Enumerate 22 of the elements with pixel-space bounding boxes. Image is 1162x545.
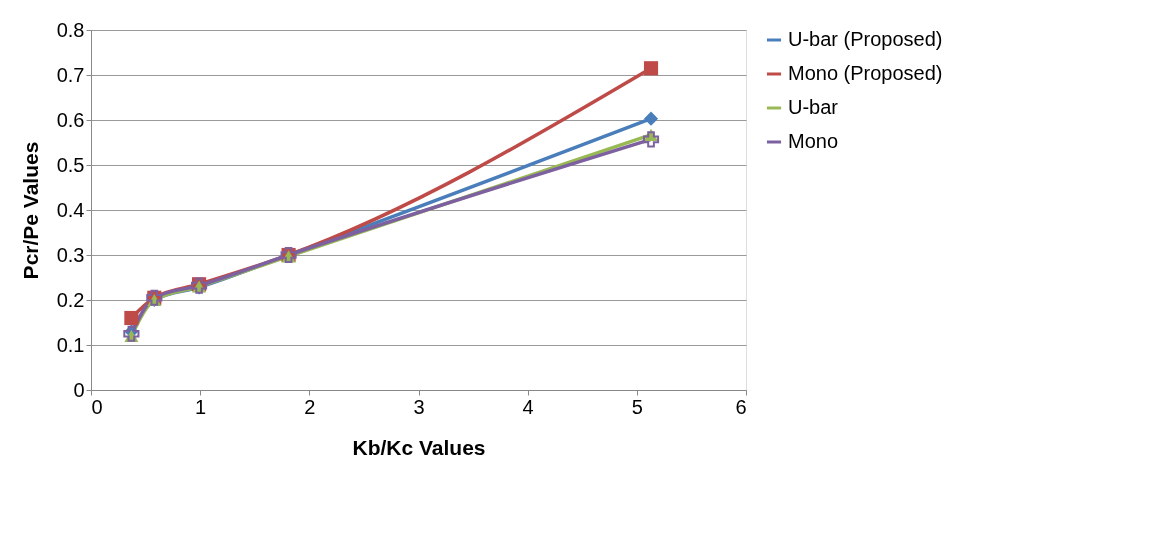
legend-label: U-bar (Proposed) — [788, 28, 943, 50]
x-tick-label: 3 — [413, 395, 425, 418]
x-tick-label: 0 — [91, 395, 103, 418]
legend-label: Mono — [788, 130, 839, 152]
y-tick-label: 0.1 — [56, 333, 85, 356]
y-tick-label: 0.4 — [56, 198, 85, 221]
y-tick-label: 0.3 — [56, 243, 85, 266]
y-tick-label: 0.6 — [56, 108, 85, 131]
y-tick-label: 0.7 — [56, 63, 85, 86]
y-tick-label: 0.2 — [56, 288, 85, 311]
legend-label: Mono (Proposed) — [788, 62, 943, 84]
y-tick-label: 0 — [73, 378, 85, 401]
x-tick-label: 2 — [304, 395, 316, 418]
legend-label: U-bar — [788, 96, 839, 118]
x-tick-label: 6 — [735, 395, 747, 418]
x-tick-label: 4 — [522, 395, 534, 418]
x-tick-label: 1 — [195, 395, 207, 418]
x-tick-label: 5 — [631, 395, 643, 418]
x-axis-title: Kb/Kc Values — [352, 435, 486, 459]
y-tick-label: 0.8 — [56, 18, 85, 41]
y-tick-label: 0.5 — [56, 153, 85, 176]
y-axis-title: Pcr/Pe Values — [18, 141, 42, 280]
